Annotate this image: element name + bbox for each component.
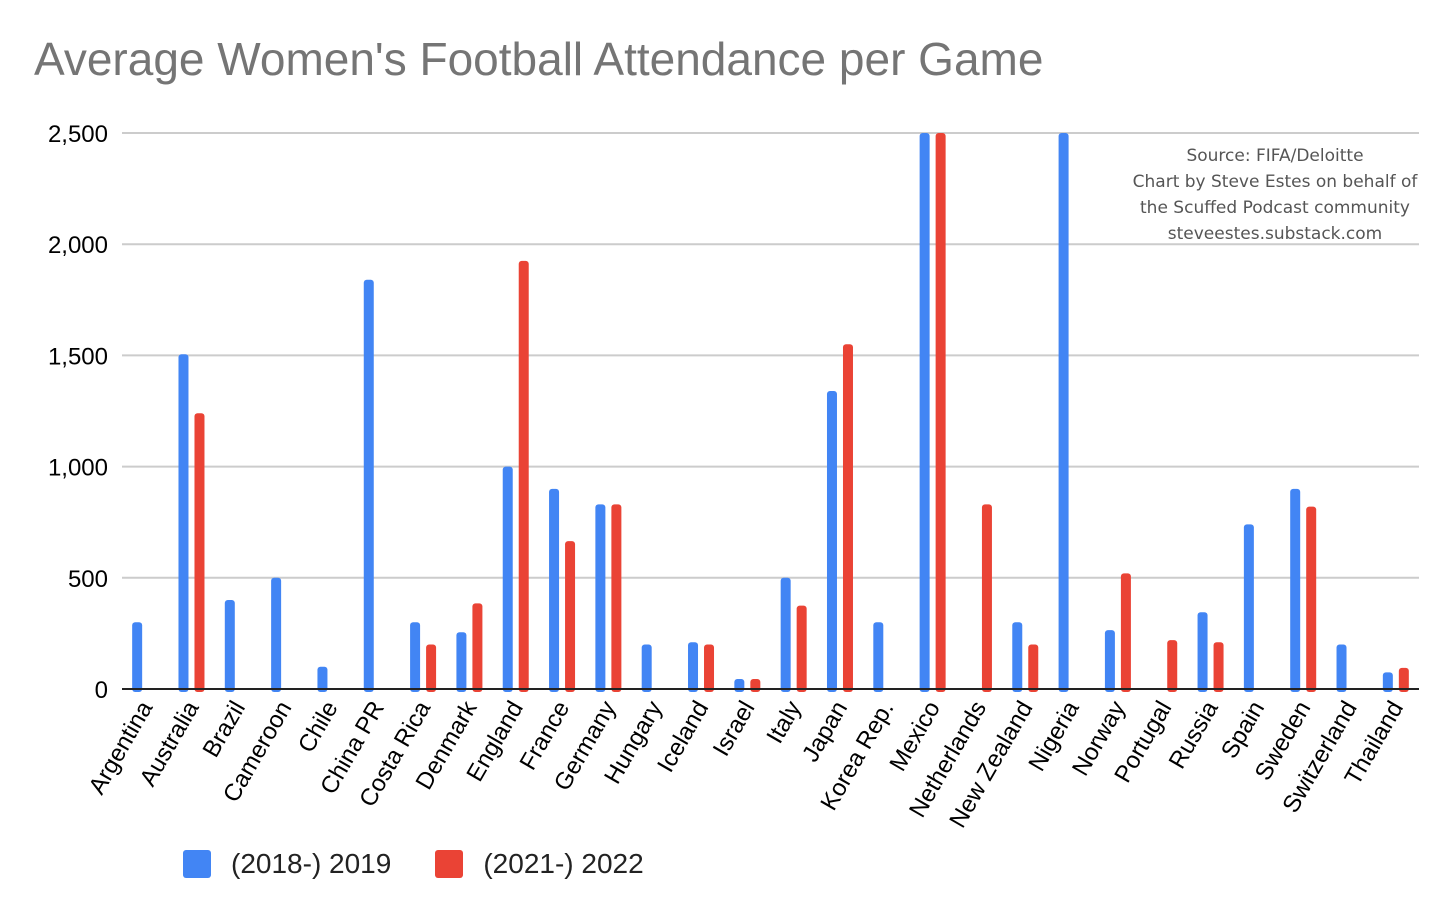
- bar-2022: [935, 133, 946, 692]
- legend-label: (2018-) 2019: [231, 848, 392, 879]
- bar-2022: [1306, 506, 1317, 692]
- bar-2019: [641, 644, 652, 692]
- bar-2019: [224, 600, 235, 692]
- bar-2022: [472, 603, 483, 692]
- bar-2019: [502, 466, 513, 692]
- annotation-line: the Scuffed Podcast community: [1140, 198, 1410, 218]
- x-axis-ticks: ArgentinaAustraliaBrazilCameroonChileChi…: [84, 696, 1409, 833]
- bar-2019: [1382, 672, 1393, 692]
- legend-swatch-red: [435, 850, 464, 878]
- legend-item-2022: (2021-) 2022: [435, 848, 644, 880]
- bars: [132, 133, 1409, 692]
- bar-2019: [363, 279, 374, 692]
- bar-2019: [271, 577, 282, 692]
- bar-2022: [194, 413, 205, 692]
- bar-2019: [1058, 133, 1069, 692]
- bar-2022: [1213, 642, 1224, 692]
- y-axis-ticks: 0 500 1,000 1,500 2,000 2,500: [48, 121, 108, 704]
- bar-2022: [518, 260, 529, 692]
- bar-2019: [132, 622, 143, 692]
- bar-2022: [750, 678, 761, 692]
- bar-2019: [595, 504, 606, 692]
- bar-2022: [981, 504, 992, 692]
- bar-2022: [842, 344, 853, 692]
- bar-2019: [780, 577, 791, 692]
- bar-2019: [688, 642, 699, 692]
- y-tick-label: 1,000: [48, 455, 108, 482]
- bar-2019: [178, 354, 189, 692]
- bar-2019: [549, 488, 560, 692]
- y-tick-label: 2,500: [48, 121, 108, 148]
- bar-2019: [734, 678, 745, 692]
- bar-2019: [1197, 612, 1208, 692]
- x-tick-label: Italy: [761, 697, 806, 749]
- bar-2022: [1028, 644, 1039, 692]
- bar-2019: [456, 632, 467, 692]
- bar-2022: [565, 541, 576, 692]
- bar-2022: [1398, 667, 1409, 692]
- bar-2019: [1104, 630, 1115, 692]
- bar-2022: [1120, 573, 1131, 692]
- y-tick-label: 1,500: [48, 343, 108, 370]
- source-annotation: Source: FIFA/Deloitte Chart by Steve Est…: [1120, 143, 1430, 247]
- bar-2022: [796, 605, 807, 692]
- annotation-line: Chart by Steve Estes on behalf of: [1132, 172, 1418, 192]
- y-tick-label: 500: [68, 566, 108, 593]
- legend-label: (2021-) 2022: [483, 848, 644, 879]
- bar-2019: [1012, 622, 1023, 692]
- bar-2019: [873, 622, 884, 692]
- bar-2022: [611, 504, 622, 692]
- x-tick-label: Israel: [708, 697, 761, 761]
- y-tick-label: 0: [95, 677, 108, 704]
- annotation-line: Source: FIFA/Deloitte: [1186, 146, 1364, 166]
- bar-2019: [317, 666, 328, 692]
- bar-2022: [426, 644, 437, 692]
- bar-2019: [1336, 644, 1347, 692]
- gridlines: [122, 132, 1419, 579]
- bar-2019: [410, 622, 421, 692]
- bar-2022: [704, 644, 715, 692]
- bar-2019: [1243, 524, 1254, 692]
- annotation-line: steveestes.substack.com: [1167, 224, 1383, 244]
- legend-item-2019: (2018-) 2019: [183, 848, 391, 880]
- legend-swatch-blue: [183, 850, 211, 878]
- legend: (2018-) 2019 (2021-) 2022: [183, 848, 688, 880]
- bar-2019: [919, 133, 930, 692]
- y-tick-label: 2,000: [48, 232, 108, 259]
- bar-2019: [1290, 488, 1301, 692]
- bar-2022: [1167, 640, 1178, 692]
- chart-title: Average Women's Football Attendance per …: [34, 33, 1044, 85]
- bar-2019: [826, 390, 837, 692]
